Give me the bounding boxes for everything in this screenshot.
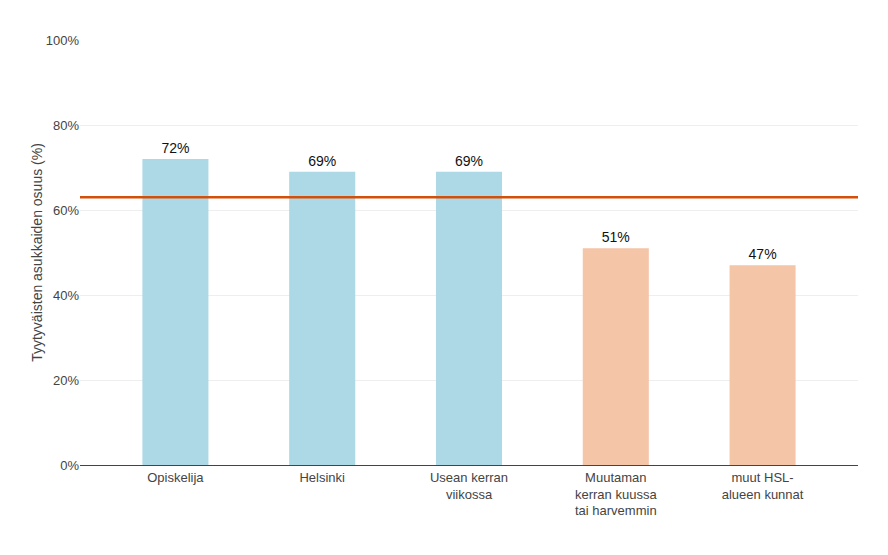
svg-text:Tyytyväisten asukkaiden osuus: Tyytyväisten asukkaiden osuus (%) (29, 143, 45, 362)
svg-text:72%: 72% (161, 140, 189, 156)
svg-text:Helsinki: Helsinki (299, 470, 345, 485)
svg-text:69%: 69% (455, 153, 483, 169)
svg-text:Usean kerranviikossa: Usean kerranviikossa (430, 470, 508, 502)
svg-text:20%: 20% (53, 373, 79, 388)
svg-text:40%: 40% (53, 288, 79, 303)
svg-text:80%: 80% (53, 118, 79, 133)
svg-text:47%: 47% (749, 246, 777, 262)
svg-text:100%: 100% (46, 33, 80, 48)
svg-text:60%: 60% (53, 203, 79, 218)
svg-text:Muutamankerran kuussatai harve: Muutamankerran kuussatai harvemmin (575, 470, 657, 519)
svg-text:Opiskelija: Opiskelija (147, 470, 204, 485)
svg-text:51%: 51% (602, 229, 630, 245)
svg-text:muut HSL-alueen kunnat: muut HSL-alueen kunnat (722, 470, 804, 502)
svg-text:0%: 0% (60, 458, 79, 473)
svg-text:69%: 69% (308, 153, 336, 169)
